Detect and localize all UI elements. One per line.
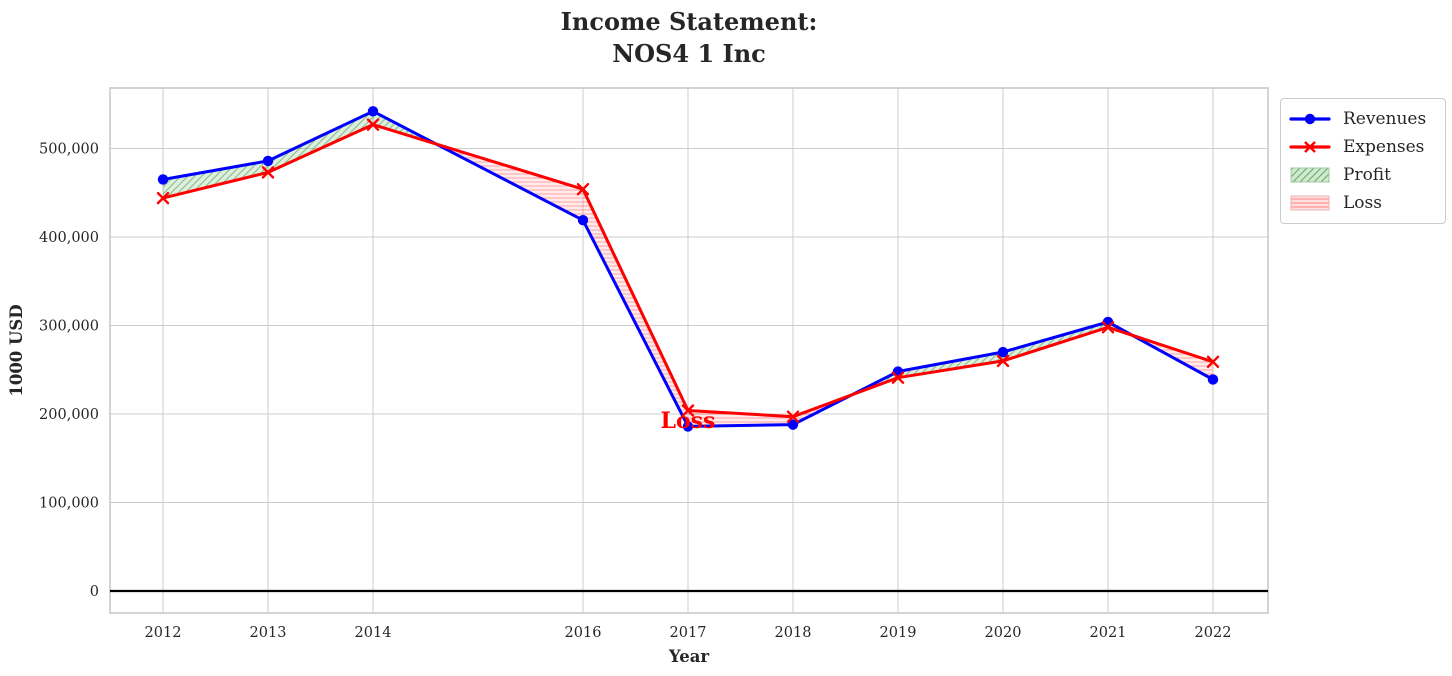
legend-label-loss: Loss [1343,193,1382,213]
x-tick-label: 2018 [775,625,812,641]
revenues-point-marker [682,421,694,432]
x-tick-label: 2016 [565,625,602,641]
expenses-point-marker [156,191,170,205]
expenses-point-marker [681,404,695,417]
expenses-series [156,118,1220,423]
expenses-point-marker [261,166,275,179]
chart-title-line2: NOS4 1 Inc [612,39,766,69]
legend-item-loss: Loss [1289,189,1437,217]
y-tick-label: 0 [90,584,99,600]
y-tick-label: 100,000 [39,496,99,512]
plot-border [109,87,1269,614]
profit-fill-region [163,111,436,199]
x-tick-label: 2019 [880,625,917,641]
legend: Revenues Expenses Profit [1280,98,1446,224]
expenses-point-marker [366,118,380,131]
legend-item-expenses: Expenses [1289,133,1437,161]
legend-label-profit: Profit [1343,165,1391,185]
expenses-point-marker [576,183,590,196]
x-tick-label: 2012 [145,625,182,641]
expenses-point-marker [891,371,905,384]
loss-patch-swatch [1290,195,1330,211]
revenues-point-marker [262,155,274,167]
revenues-point-marker [577,214,589,226]
chart-title-line1: Income Statement: [560,7,818,36]
expenses-point-marker [996,354,1010,368]
revenues-point-marker [367,106,379,117]
legend-item-profit: Profit [1289,161,1437,189]
tick-labels: 2012 2013 2014 2016 2017 2018 2019 2020 2021 2022… [39,142,1231,642]
x-tick-label: 2017 [670,625,707,641]
y-axis-label: 1000 USD [7,304,26,396]
revenues-point-marker [1207,374,1219,385]
revenues-point-marker [997,346,1009,358]
y-tick-label: 200,000 [39,407,99,423]
revenues-line-swatch [1289,113,1331,125]
y-tick-label: 400,000 [39,230,99,246]
expenses-point-marker [786,410,800,423]
legend-item-revenues: Revenues [1289,105,1437,133]
x-marker-icon [1304,141,1316,153]
x-tick-label: 2014 [355,625,392,641]
profit-fill-region [852,322,1133,395]
x-tick-label: 2021 [1090,625,1127,641]
circle-marker-icon [1304,113,1316,125]
revenues-line [161,109,1215,428]
revenues-point-marker [157,174,169,185]
expenses-point-marker [1101,321,1115,334]
revenues-point-marker [787,419,799,430]
x-tick-label: 2022 [1195,625,1232,641]
legend-label-revenues: Revenues [1343,109,1427,129]
expenses-line [161,123,1215,419]
legend-label-expenses: Expenses [1343,137,1425,157]
loss-annotation: Loss [661,408,716,434]
expenses-point-marker [1206,355,1220,368]
x-tick-label: 2020 [985,625,1022,641]
expenses-line-swatch [1289,141,1331,153]
x-tick-label: 2013 [250,625,287,641]
y-tick-label: 500,000 [39,142,99,158]
y-tick-label: 300,000 [39,319,99,335]
chart-title: Income Statement: NOS4 1 Inc [561,6,818,71]
x-axis-label: Year [668,647,710,666]
profit-patch-swatch [1290,167,1330,183]
loss-fill-region [436,144,853,427]
